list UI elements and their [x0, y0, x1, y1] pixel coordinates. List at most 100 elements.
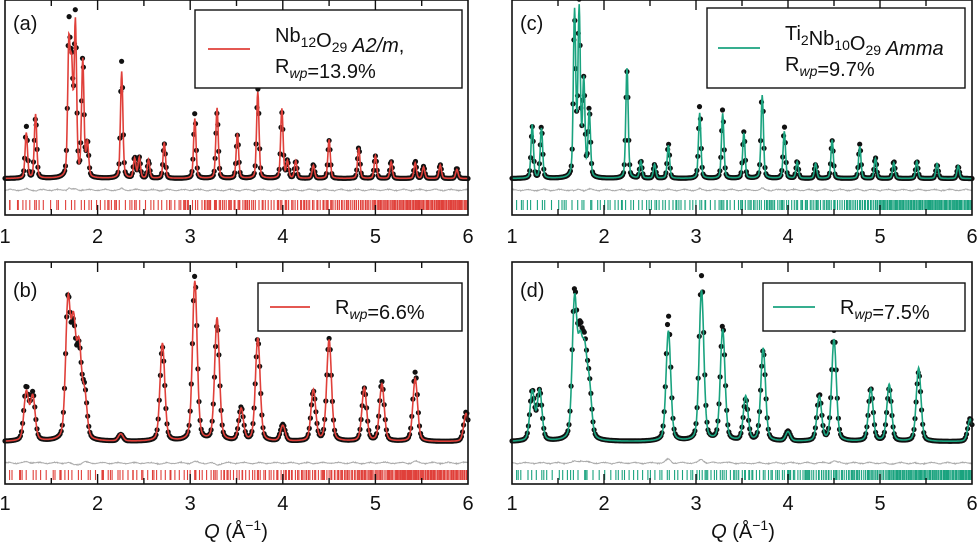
legend: Nb12O29 A2/m,Rwp=13.9% [194, 9, 463, 89]
legend-segment: , [399, 35, 405, 57]
legend-segment: 12 [301, 34, 317, 50]
x-tick-label: 1 [506, 493, 517, 515]
legend-segment: =9.7% [817, 59, 874, 81]
panel-b: 1 2 3 4 5 6 (b) Rwp=6.6% [0, 261, 474, 515]
legend-segment: O [316, 30, 332, 52]
panel-label: (c) [520, 13, 543, 35]
observed-point [781, 124, 788, 130]
observed-point [192, 273, 198, 279]
observed-point [666, 141, 672, 147]
legend-segment: Amma [881, 38, 944, 60]
legend-segment: wp [349, 306, 367, 322]
observed-point [119, 58, 125, 64]
legend-text: Rwp=6.6% [335, 297, 425, 324]
x-label-unit: (Å [727, 520, 753, 543]
legend-segment: Nb [275, 25, 301, 47]
x-tick-label: 6 [966, 493, 977, 515]
legend-text: Ti2Nb10O29 Amma [785, 23, 944, 60]
x-tick-label: 3 [185, 493, 196, 515]
observed-point [698, 273, 705, 279]
observed-point [696, 104, 703, 110]
legend-text: Rwp=9.7% [785, 54, 875, 81]
difference-curve [511, 457, 972, 466]
difference-curve [4, 187, 468, 193]
legend-text: Rwp=7.5% [840, 297, 930, 324]
fit-curve [512, 4, 972, 180]
x-tick-label: 1 [0, 226, 11, 248]
x-tick-label: 2 [598, 493, 609, 515]
legend-segment: wp [799, 63, 817, 79]
x-tick-label: 1 [0, 493, 11, 515]
observed-point [581, 329, 587, 335]
x-label-unit: (Å [220, 520, 246, 543]
x-tick-label: 5 [874, 493, 885, 515]
observed-point [664, 321, 671, 328]
legend-segment: R [275, 56, 289, 78]
legend-segment: R [840, 297, 854, 319]
x-tick-label: 2 [92, 493, 103, 515]
observed-point [24, 384, 30, 390]
x-label-close: ) [768, 521, 775, 543]
observed-point [326, 335, 332, 342]
fit-curve [512, 289, 973, 442]
legend-segment: 29 [332, 39, 348, 55]
legend-segment: 2 [801, 32, 809, 48]
x-tick-label: 3 [690, 226, 701, 248]
observed-point [719, 107, 726, 113]
legend: Rwp=6.6% [257, 282, 463, 332]
x-tick-label: 4 [277, 226, 288, 248]
legend-segment: wp [289, 65, 307, 81]
legend-segment: 10 [834, 37, 850, 53]
observed-point [66, 14, 72, 20]
difference-curve [511, 186, 973, 193]
x-label-exponent: −1 [245, 517, 261, 533]
x-tick-label: 4 [782, 493, 793, 515]
fit-curve [4, 17, 468, 180]
panel-label: (a) [13, 13, 37, 35]
x-label-exponent: −1 [752, 517, 768, 533]
x-tick-label: 6 [462, 493, 473, 515]
observed-point [741, 129, 747, 135]
fit-curve [5, 280, 469, 442]
x-label-symbol: Q [711, 521, 727, 543]
legend-box [257, 282, 463, 332]
x-tick-label: 2 [92, 226, 103, 248]
x-axis-label: Q (Å−1) [711, 517, 775, 543]
observed-point [578, 319, 584, 325]
x-tick-label: 4 [782, 226, 793, 248]
x-label-symbol: Q [204, 521, 220, 543]
x-label-close: ) [261, 521, 268, 543]
legend-text: Nb12O29 A2/m, [275, 25, 404, 57]
legend-segment: =7.5% [872, 302, 929, 324]
observed-point [412, 158, 419, 165]
observed-point [412, 369, 418, 375]
panel-d: 1 2 3 4 5 6 (d) Rwp=7.5% [506, 261, 978, 515]
observed-point [379, 379, 385, 385]
panel-label: (b) [13, 280, 37, 302]
observed-point [29, 388, 36, 394]
x-tick-label: 3 [690, 493, 701, 515]
observed-point [538, 124, 544, 130]
x-tick-label: 5 [370, 493, 381, 515]
legend-segment: wp [854, 306, 872, 322]
observed-point [23, 123, 29, 129]
observed-point [857, 141, 863, 147]
observed-point [586, 105, 592, 111]
panel-label: (d) [520, 280, 544, 302]
x-tick-label: 1 [506, 226, 517, 248]
legend-segment: O [850, 33, 866, 55]
difference-curve [4, 459, 469, 466]
x-tick-label: 6 [966, 226, 977, 248]
legend-segment: =6.6% [367, 302, 424, 324]
x-tick-label: 5 [370, 226, 381, 248]
legend-segment: R [785, 54, 799, 76]
legend-segment: Nb [809, 28, 835, 50]
legend: Rwp=7.5% [762, 282, 966, 332]
observed-point [72, 7, 78, 13]
x-tick-label: 6 [462, 226, 473, 248]
panel-a: 1 2 3 4 5 6(a)Nb12O29 A2/m,Rwp=13.9% [0, 0, 474, 248]
x-tick-label: 5 [874, 226, 885, 248]
legend-segment: 29 [865, 42, 881, 58]
